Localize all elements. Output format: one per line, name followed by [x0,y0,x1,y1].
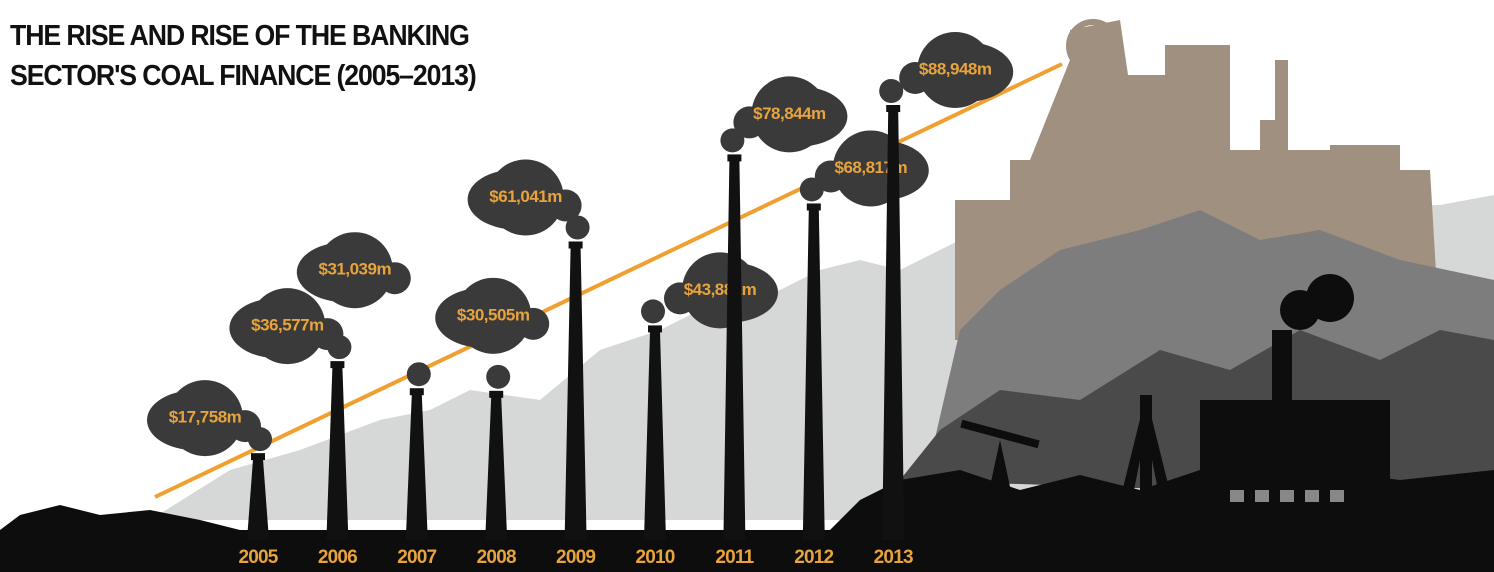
x-tick-label: 2010 [635,547,674,568]
x-tick-label: 2005 [238,547,278,568]
x-tick-label: 2007 [397,547,436,568]
smoke-puff [486,364,511,389]
data-label: $17,758m [169,408,242,427]
chimney-cap [727,154,742,162]
chimney-cap [409,388,424,396]
data-label: $88,948m [919,59,992,78]
chimney [405,394,428,540]
chimney [326,367,349,540]
smoke-cloud [751,86,848,147]
wheel [1066,19,1120,73]
smoke-puff [720,128,745,153]
smoke-puff [641,299,665,324]
chimney [644,331,666,540]
factory-silhouette [960,274,1390,510]
smoke-cloud [832,140,929,201]
chimney-cap [648,325,662,333]
chimney [485,396,508,540]
chimney-cap [330,361,345,369]
chimney-cap [251,453,265,461]
smoke-cloud [229,298,326,359]
data-label: $78,844m [753,104,826,123]
x-tick-label: 2008 [477,547,516,568]
smoke-cloud [467,169,564,230]
smoke-puff [879,79,904,103]
data-label: $61,041m [489,187,562,206]
smoke-cloud [147,390,243,451]
data-label: $31,039m [319,260,392,279]
x-tick-label: 2013 [874,547,913,568]
factory-windows [1230,490,1344,502]
chimney-cap [886,105,901,112]
chimney [564,247,587,540]
chimney-cap [568,241,583,249]
x-tick-label: 2006 [318,547,357,568]
chimney-cap [806,203,821,211]
smoke-cloud [435,287,532,348]
ground [0,470,1494,572]
chimney [802,209,825,540]
smoke-cloud [296,242,393,303]
chimney-cap [489,390,504,398]
trend-line [154,62,1063,499]
smoke-puff [565,215,590,240]
smoke-cloud [917,42,1014,102]
data-label: $43,881m [684,280,757,299]
chimney [882,111,905,540]
chimney [723,160,746,541]
chimney [247,459,269,540]
smoke-puff [406,362,431,387]
chart-title: THE RISE AND RISE OF THE BANKING SECTOR'… [10,20,477,92]
data-label: $30,505m [457,305,530,324]
data-label: $36,577m [251,316,324,335]
x-tick-label: 2009 [556,547,595,568]
x-tick-label: 2011 [715,547,754,568]
x-tick-label: 2012 [794,547,833,568]
